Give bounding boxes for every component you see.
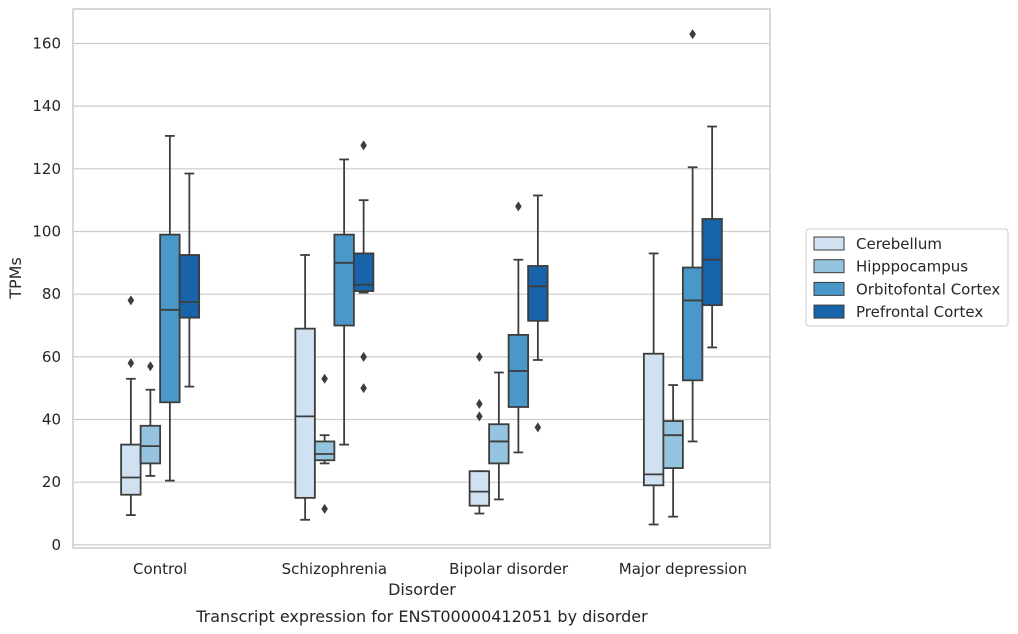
outlier-point (321, 373, 328, 384)
outlier-point (476, 398, 483, 409)
box-prefrontal-cortex (178, 172, 201, 388)
iqr-box (642, 352, 665, 487)
legend-label: Orbitofontal Cortex (856, 280, 1000, 298)
outlier-point (360, 351, 367, 362)
iqr-box (468, 470, 491, 507)
legend: Cerebellum Hipppocampus Orbitofontal Corte… (805, 228, 1009, 327)
iqr-box (527, 265, 549, 322)
box-orbitofontal-cortex (507, 201, 530, 454)
legend-frame (805, 228, 1009, 327)
iqr-box (159, 233, 181, 404)
legend-label: Prefrontal Cortex (856, 303, 983, 321)
outlier-point (476, 351, 483, 362)
outlier-point (360, 383, 367, 394)
iqr-box (701, 218, 723, 307)
box-hipppocampus (313, 373, 336, 514)
y-tick-label: 140 (32, 97, 61, 115)
iqr-box (662, 420, 684, 469)
iqr-box (681, 266, 704, 382)
legend-swatch (813, 304, 845, 319)
iqr-box (139, 424, 162, 465)
box-cerebellum (120, 295, 142, 516)
iqr-box (294, 327, 316, 499)
x-axis-title: Disorder (388, 580, 456, 599)
outlier-point (515, 201, 522, 212)
y-axis-title: TPMs (6, 257, 25, 300)
outlier-point (360, 140, 367, 151)
outlier-point (127, 358, 135, 369)
iqr-box (352, 252, 375, 292)
box-prefrontal-cortex (701, 125, 723, 349)
x-tick-label: Control (133, 560, 187, 578)
outlier-point (534, 422, 542, 433)
y-tick-label: 100 (32, 222, 61, 240)
legend-label: Hipppocampus (856, 258, 968, 276)
iqr-box (313, 440, 336, 462)
iqr-box (488, 423, 510, 465)
x-tick-label: Schizophrenia (282, 560, 387, 578)
x-tick-labels: Control Schizophrenia Bipolar disorder Majo… (133, 560, 747, 578)
plot-frame (72, 8, 771, 549)
iqr-box (333, 233, 355, 327)
legend-swatch (813, 259, 845, 274)
iqr-box (120, 443, 142, 496)
box-orbitofontal-cortex (159, 135, 181, 482)
outlier-point (321, 503, 328, 514)
y-tick-label: 0 (51, 536, 61, 554)
box-prefrontal-cortex (527, 194, 549, 433)
legend-label: Cerebellum (856, 235, 942, 253)
y-tick-label: 60 (42, 348, 61, 366)
y-tick-label: 80 (42, 285, 61, 303)
outlier-point (689, 29, 696, 40)
y-tick-labels: 0 20 40 60 80 100 120 140 160 (32, 34, 61, 553)
boxes-layer (120, 29, 723, 526)
x-tick-label: Bipolar disorder (449, 560, 569, 578)
chart-caption: Transcript expression for ENST0000041205… (195, 607, 648, 626)
box-hipppocampus (662, 384, 684, 518)
legend-swatch (813, 236, 845, 251)
box-cerebellum (642, 252, 665, 526)
box-cerebellum (468, 351, 491, 515)
box-orbitofontal-cortex (333, 158, 355, 446)
box-prefrontal-cortex (352, 140, 375, 394)
outlier-point (127, 295, 135, 306)
outlier-point (476, 411, 483, 422)
x-tick-label: Major depression (619, 560, 747, 578)
box-orbitofontal-cortex (681, 29, 704, 443)
y-tick-label: 40 (42, 411, 61, 429)
y-tick-label: 160 (32, 34, 61, 52)
y-tick-label: 120 (32, 160, 61, 178)
box-hipppocampus (488, 371, 510, 501)
box-cerebellum (294, 254, 316, 521)
y-tick-label: 20 (42, 473, 61, 491)
legend-swatch (813, 281, 845, 296)
iqr-box (178, 254, 201, 319)
box-hipppocampus (139, 361, 162, 477)
outlier-point (147, 361, 154, 372)
